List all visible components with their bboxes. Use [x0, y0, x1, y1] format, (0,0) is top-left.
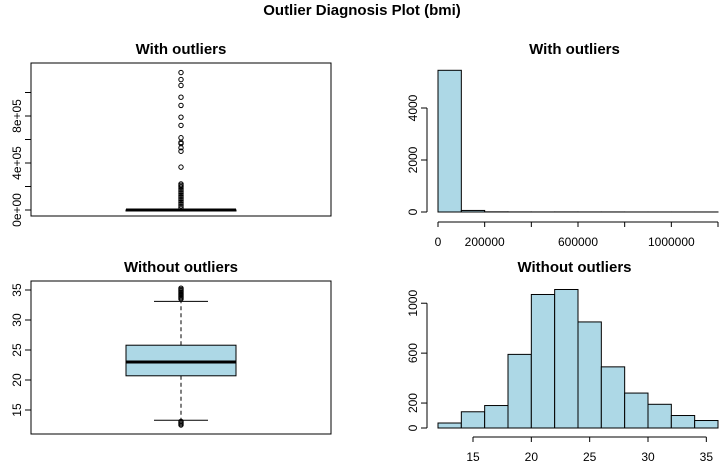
panel4-bar: [507, 353, 532, 429]
panel4-bar: [624, 392, 649, 429]
panel2-bar: [460, 209, 486, 213]
panel4-ytick-label: 0: [406, 424, 420, 431]
panel1-outlier-point: [178, 187, 184, 193]
panel4-ytick-label: 200: [406, 393, 420, 413]
panel2-xtick-label: 1000000: [648, 235, 695, 249]
panel1-ytick-label: 4e+05: [10, 146, 24, 180]
panel1-outlier-point: [178, 190, 184, 197]
panel1-outlier-point: [178, 102, 184, 109]
figure-title: Outlier Diagnosis Plot (bmi): [263, 2, 461, 19]
panel1-outlier-point: [178, 189, 184, 195]
panel4-xtick-label: 15: [466, 450, 480, 464]
panel1-outlier-point: [178, 204, 184, 211]
panel2-xtick-label: 0: [435, 235, 442, 249]
panel3-outlier-point: [178, 422, 184, 428]
panel1-outlier-point: [178, 201, 184, 207]
panel2-bar: [437, 69, 462, 213]
panel1-outlier-point: [178, 185, 184, 191]
panel4-title: Without outliers: [517, 259, 631, 276]
panel4-bar: [460, 411, 486, 429]
panel1-outlier-point: [178, 148, 184, 154]
panel3-title: Without outliers: [124, 259, 238, 276]
panel1-outlier-point: [178, 114, 184, 120]
panel3-ytick-label: 35: [10, 283, 24, 297]
panel1-outlier-point: [178, 94, 184, 100]
panel4-bar: [554, 288, 579, 429]
panel4-bar: [484, 405, 509, 429]
panel1-outlier-point: [178, 135, 184, 141]
panel4-xtick-label: 30: [641, 450, 655, 464]
panel1-outlier-point: [178, 192, 184, 199]
panel4-bar: [530, 293, 556, 429]
panel1-outlier-point: [178, 196, 184, 202]
panel4-ytick-label: 600: [406, 343, 420, 363]
panel4-bar: [600, 366, 626, 429]
panel3-outlier-point: [178, 296, 184, 302]
panel1-outlier-point: [178, 197, 184, 204]
panel2-ytick-label: 0: [406, 208, 420, 215]
panel1-outlier-point: [178, 122, 184, 129]
panel4-xtick-label: 25: [583, 450, 597, 464]
panel1-ytick-label: 0e+00: [10, 193, 24, 227]
panel3-ytick-label: 25: [10, 343, 24, 357]
panel2-ytick-label: 2000: [406, 146, 420, 173]
panel4-bar: [437, 422, 462, 429]
panel4-xtick-label: 20: [525, 450, 539, 464]
panel3-ytick-label: 15: [10, 403, 24, 417]
panel1-outlier-point: [178, 203, 184, 209]
panel1-outlier-point: [178, 69, 184, 76]
panel1-title: With outliers: [136, 41, 227, 58]
panel1-ytick-label: 8e+05: [10, 99, 24, 133]
panel2-title: With outliers: [529, 41, 620, 58]
panel1-outlier-point: [178, 199, 184, 206]
panel3-ytick-label: 20: [10, 373, 24, 387]
panel4-xtick-label: 35: [700, 450, 714, 464]
panel1-outlier-point: [178, 145, 184, 151]
panel1-outlier-point: [178, 76, 184, 83]
panel2-ytick-label: 4000: [406, 94, 420, 121]
panel1-outlier-point: [178, 194, 184, 200]
panel1-outlier-point: [178, 164, 184, 170]
panel4-bar: [670, 415, 696, 429]
panel3-ytick-label: 30: [10, 313, 24, 327]
panel1-outlier-point: [178, 82, 184, 89]
panel4-bar: [694, 420, 719, 429]
panel4-ytick-label: 1000: [406, 290, 420, 317]
panel4-bar: [577, 321, 602, 429]
panel3-frame: [30, 280, 332, 435]
panel2-xtick-label: 200000: [465, 235, 505, 249]
panel4-bar: [647, 403, 672, 429]
panel2-xtick-label: 600000: [558, 235, 598, 249]
